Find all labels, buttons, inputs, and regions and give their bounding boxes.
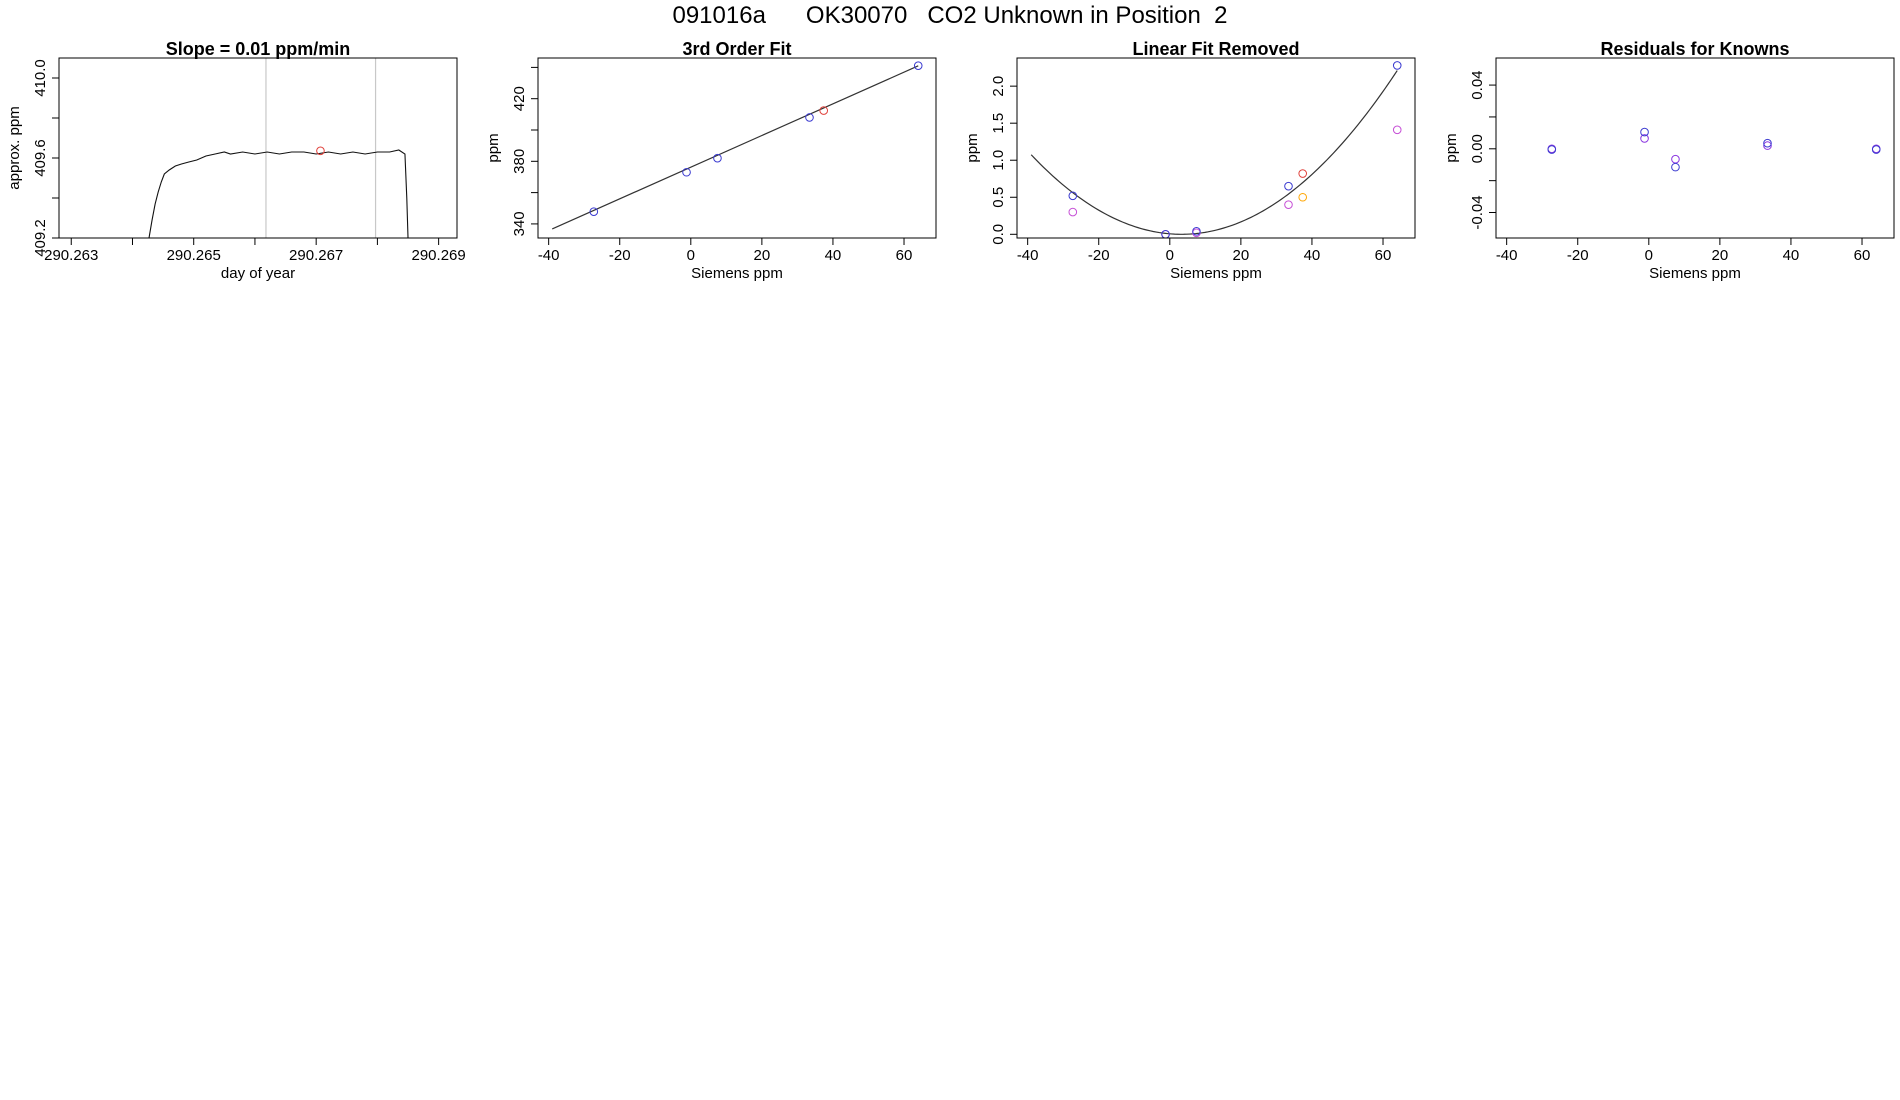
data-point bbox=[589, 207, 599, 217]
x-tick-label: -40 bbox=[1496, 247, 1518, 264]
x-tick-label: 0 bbox=[687, 247, 695, 264]
x-tick-label: 20 bbox=[1712, 247, 1729, 264]
page-title: 091016a OK30070 CO2 Unknown in Position … bbox=[672, 2, 1228, 29]
x-axis-label: day of year bbox=[221, 265, 295, 282]
y-tick-label: 0.00 bbox=[1469, 134, 1486, 163]
data-point bbox=[1640, 134, 1649, 143]
y-tick-label: 1.5 bbox=[990, 113, 1007, 134]
x-tick-label: 40 bbox=[825, 247, 842, 264]
x-tick-label: 290.267 bbox=[289, 247, 343, 264]
data-point bbox=[1161, 229, 1170, 238]
y-axis-label: ppm bbox=[1443, 133, 1460, 162]
plot-region bbox=[148, 146, 409, 238]
x-tick-label: 40 bbox=[1783, 247, 1800, 264]
series-line bbox=[148, 149, 409, 238]
data-point bbox=[1871, 145, 1881, 154]
data-point bbox=[1392, 125, 1402, 135]
y-tick-label: 1.0 bbox=[990, 150, 1007, 171]
y-tick-label: 0.04 bbox=[1469, 70, 1486, 99]
data-point bbox=[1068, 191, 1078, 201]
data-point bbox=[805, 113, 814, 122]
x-tick-label: -20 bbox=[1088, 247, 1110, 264]
y-axis-label: ppm bbox=[485, 133, 502, 162]
x-tick-label: -20 bbox=[609, 247, 631, 264]
plot-frame bbox=[1495, 57, 1895, 239]
y-tick-label: 420 bbox=[511, 86, 528, 111]
plot-frame bbox=[1016, 57, 1416, 239]
x-tick-label: 290.265 bbox=[167, 247, 221, 264]
x-axis-label: Siemens ppm bbox=[1649, 265, 1741, 282]
x-tick-label: 0 bbox=[1166, 247, 1174, 264]
data-point bbox=[1392, 61, 1402, 70]
x-tick-label: 20 bbox=[754, 247, 771, 264]
data-point bbox=[1298, 169, 1308, 178]
fit-curve bbox=[1030, 70, 1398, 235]
y-tick-label: 2.0 bbox=[990, 76, 1007, 97]
chart-title: Residuals for Knowns bbox=[1600, 39, 1789, 59]
y-axis-label: ppm bbox=[964, 133, 981, 162]
chart-panel-4: Residuals for Knowns -40 -20 0 20 40 60 -0.04 0.… bbox=[1443, 39, 1895, 282]
y-tick-label: 0.0 bbox=[990, 224, 1007, 245]
x-tick-label: 290.269 bbox=[412, 247, 466, 264]
x-tick-label: 20 bbox=[1233, 247, 1250, 264]
y-axis-label: approx. ppm bbox=[6, 106, 23, 189]
x-tick-label: -20 bbox=[1567, 247, 1589, 264]
data-point bbox=[819, 106, 829, 115]
data-point bbox=[1192, 227, 1201, 236]
chart-title: 3rd Order Fit bbox=[682, 39, 791, 59]
data-point bbox=[1547, 145, 1557, 154]
y-tick-label: 409.2 bbox=[32, 219, 49, 257]
plot-region bbox=[1030, 61, 1402, 238]
x-tick-label: -40 bbox=[538, 247, 560, 264]
data-point bbox=[713, 153, 722, 163]
x-tick-label: 60 bbox=[1854, 247, 1871, 264]
chart-panel-1: Slope = 0.01 ppm/min 290.263 290.265 290.26… bbox=[6, 39, 466, 282]
y-tick-label: 0.5 bbox=[990, 187, 1007, 208]
data-point bbox=[913, 61, 923, 70]
data-point bbox=[1671, 154, 1680, 164]
plot-region bbox=[551, 61, 923, 230]
data-point bbox=[1298, 192, 1308, 202]
data-point bbox=[1068, 207, 1078, 217]
y-tick-label: -0.04 bbox=[1469, 195, 1486, 229]
plot-frame bbox=[537, 57, 937, 239]
data-point bbox=[682, 167, 691, 177]
data-point bbox=[316, 146, 325, 156]
y-tick-label: 409.6 bbox=[32, 139, 49, 177]
plot-frame bbox=[58, 57, 458, 239]
x-tick-label: 60 bbox=[896, 247, 913, 264]
chart-title: Slope = 0.01 ppm/min bbox=[166, 39, 351, 59]
chart-panel-3: Linear Fit Removed -40 -20 0 20 40 60 0.0 0.5 1.0… bbox=[964, 39, 1416, 282]
x-tick-label: -40 bbox=[1017, 247, 1039, 264]
data-point bbox=[1284, 181, 1293, 191]
data-point bbox=[1640, 127, 1649, 137]
plot-region bbox=[1547, 127, 1881, 172]
x-tick-label: 60 bbox=[1375, 247, 1392, 264]
x-axis-label: Siemens ppm bbox=[1170, 265, 1262, 282]
data-point bbox=[1284, 200, 1293, 209]
data-point bbox=[1671, 162, 1680, 172]
y-tick-label: 410.0 bbox=[32, 59, 49, 97]
y-tick-label: 340 bbox=[511, 211, 528, 236]
fit-line bbox=[551, 65, 919, 230]
x-axis-label: Siemens ppm bbox=[691, 265, 783, 282]
data-point bbox=[1763, 141, 1772, 150]
chart-title: Linear Fit Removed bbox=[1132, 39, 1299, 59]
x-tick-label: 40 bbox=[1304, 247, 1321, 264]
y-tick-label: 380 bbox=[511, 149, 528, 174]
x-tick-label: 290.263 bbox=[44, 247, 98, 264]
data-point bbox=[1763, 138, 1772, 148]
x-tick-label: 0 bbox=[1645, 247, 1653, 264]
chart-panel-2: 3rd Order Fit -40 -20 0 20 40 60 340 380 420 Sieme… bbox=[485, 39, 937, 282]
